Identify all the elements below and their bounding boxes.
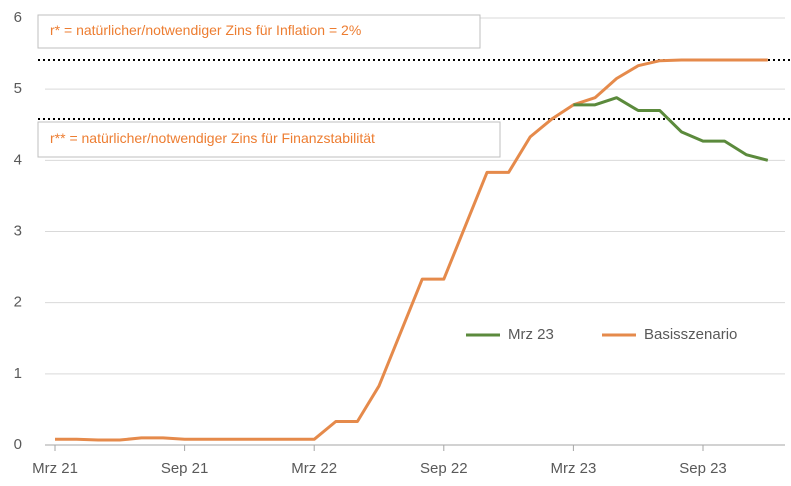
x-tick-label: Mrz 21	[32, 460, 78, 477]
y-tick-label: 2	[14, 294, 22, 311]
y-tick-label: 1	[14, 365, 22, 382]
x-tick-label: Sep 21	[161, 460, 209, 477]
x-tick-label: Sep 22	[420, 460, 468, 477]
x-tick-label: Sep 23	[679, 460, 727, 477]
series-line	[573, 96, 769, 162]
y-tick-label: 0	[14, 436, 22, 453]
legend-label: Basisszenario	[644, 326, 737, 343]
annotation: r** = natürlicher/notwendiger Zins für F…	[50, 130, 375, 146]
y-tick-label: 6	[14, 9, 22, 26]
y-tick-label: 3	[14, 222, 22, 239]
x-tick-label: Mrz 23	[550, 460, 596, 477]
annotation-box	[37, 14, 481, 49]
y-tick-label: 5	[14, 80, 22, 97]
annotation: r* = natürlicher/notwendiger Zins für In…	[50, 22, 361, 38]
y-tick-label: 4	[14, 151, 22, 168]
series-line	[55, 58, 768, 442]
legend-label: Mrz 23	[508, 326, 554, 343]
annotation-box	[37, 121, 501, 158]
x-tick-label: Mrz 22	[291, 460, 337, 477]
